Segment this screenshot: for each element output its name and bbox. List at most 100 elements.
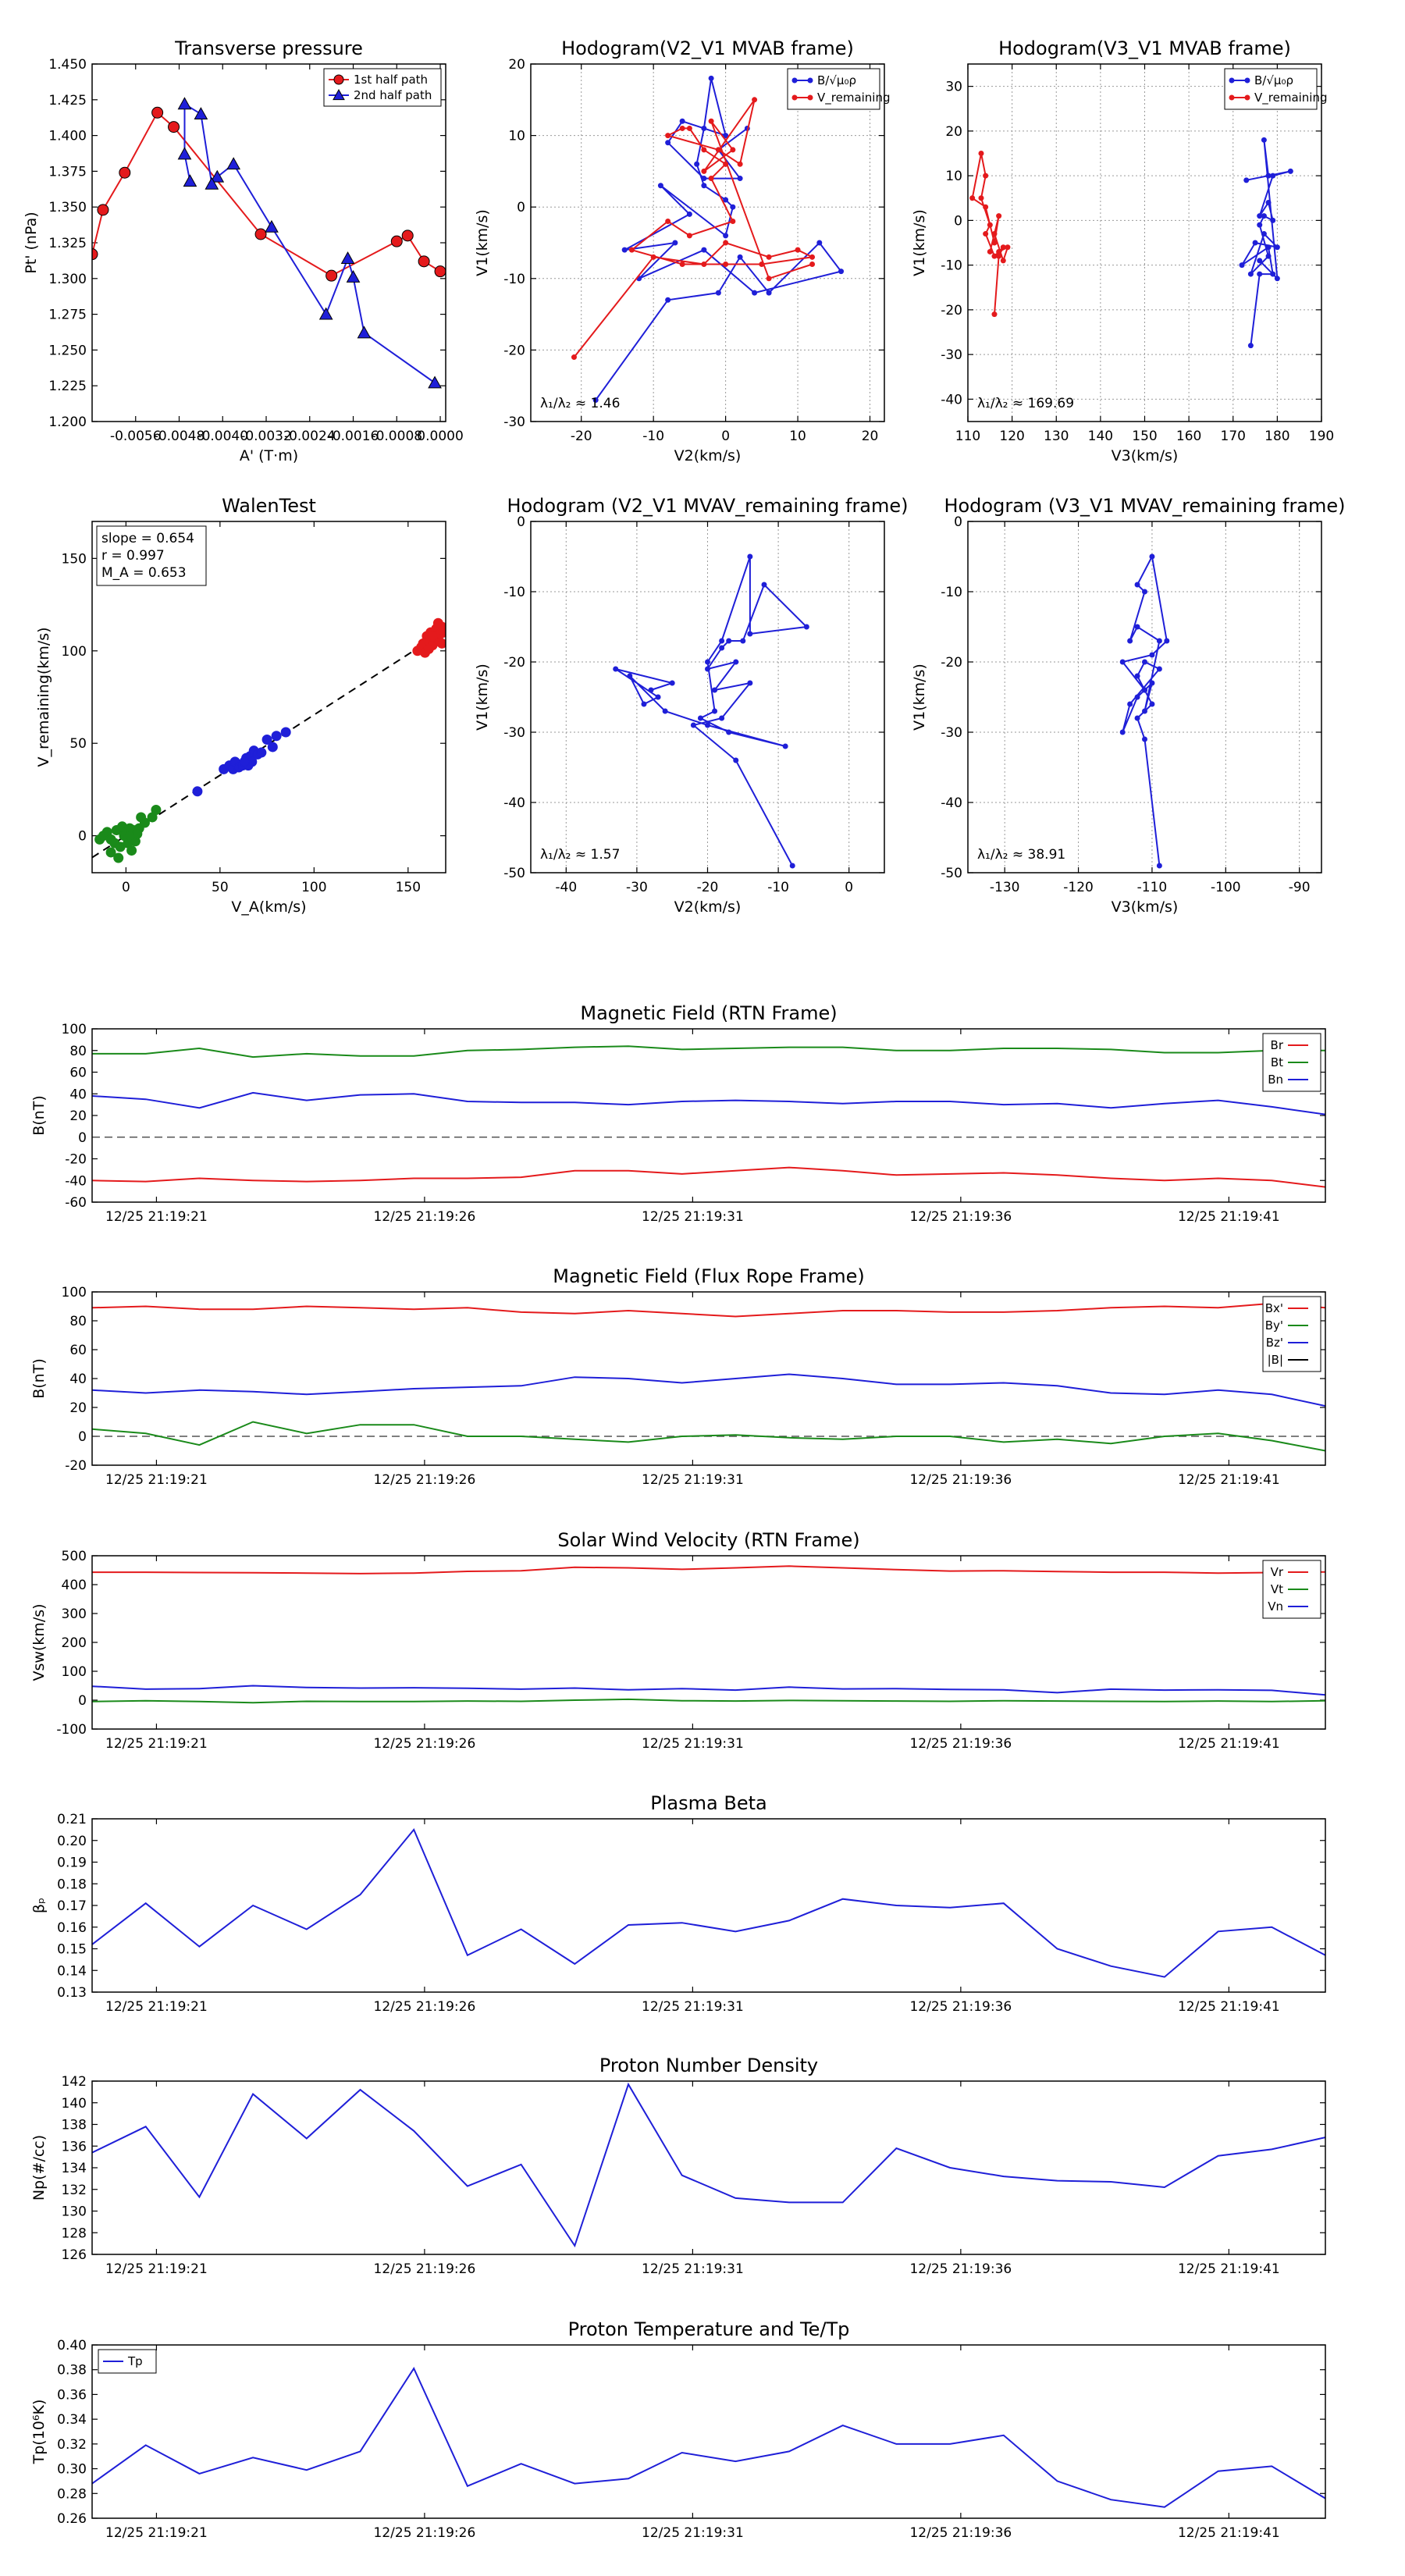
scatter-point	[261, 734, 272, 745]
x-axis-label: V2(km/s)	[674, 898, 742, 916]
y-tick-label: -100	[56, 1722, 87, 1738]
data-point	[723, 261, 729, 267]
data-point	[752, 97, 758, 103]
eigen-ratio-annotation: λ₁/λ₂ ≈ 1.57	[540, 847, 620, 863]
y-tick-label: 100	[62, 1022, 87, 1037]
x-tick-label: 12/25 21:19:31	[642, 1209, 744, 1225]
x-tick-label: 12/25 21:19:21	[105, 2525, 208, 2541]
data-point	[987, 222, 993, 228]
y-tick-label: 0.28	[57, 2486, 87, 2502]
data-point	[730, 219, 736, 225]
plot-frame	[91, 2344, 1326, 2519]
x-tick-label: -20	[697, 880, 719, 895]
data-point	[340, 251, 355, 265]
data-point	[390, 235, 403, 247]
data-point	[97, 204, 109, 216]
data-point	[809, 261, 816, 267]
y-tick-label: 136	[62, 2139, 87, 2154]
data-point	[708, 75, 714, 81]
y-tick-label: -40	[65, 1173, 87, 1189]
y-tick-label: 60	[69, 1343, 87, 1358]
x-tick-label: 0.0000	[417, 429, 463, 444]
data-point	[719, 715, 725, 721]
legend-frame	[1224, 68, 1318, 110]
x-tick-label: 120	[999, 429, 1024, 444]
data-point	[816, 240, 823, 246]
scatter-point	[267, 742, 278, 753]
y-axis-label: βₚ	[30, 1898, 48, 1913]
y-tick-label: 500	[62, 1549, 87, 1564]
data-point	[747, 631, 753, 637]
x-tick-label: 170	[1221, 429, 1246, 444]
data-point	[686, 125, 692, 131]
y-tick-label: 60	[69, 1066, 87, 1081]
y-tick-label: 300	[62, 1606, 87, 1622]
y-tick-label: -40	[941, 795, 962, 811]
y-tick-label: 0	[78, 829, 87, 845]
x-tick-label: 180	[1264, 429, 1289, 444]
plot-frame	[91, 63, 446, 422]
eigen-ratio-annotation: λ₁/λ₂ ≈ 38.91	[977, 847, 1065, 863]
data-area	[613, 553, 809, 869]
y-axis-label: Pt' (nPa)	[23, 212, 40, 273]
x-axis-label: V2(km/s)	[674, 447, 742, 464]
data-point	[838, 269, 845, 275]
data-point	[621, 247, 628, 253]
data-point	[1265, 253, 1272, 259]
panel-mag_fr: Magnetic Field (Flux Rope Frame) -20 0 20 40…	[30, 1265, 1326, 1488]
data-point	[650, 254, 656, 260]
data-point	[719, 638, 725, 644]
x-tick-label: 12/25 21:19:36	[909, 1472, 1012, 1488]
data-point	[752, 290, 758, 296]
data-point	[119, 166, 131, 179]
data-point	[694, 161, 700, 167]
data-point	[1156, 638, 1162, 644]
x-axis-label: V3(km/s)	[1112, 447, 1179, 464]
y-tick-label: 80	[69, 1044, 87, 1059]
x-tick-label: 12/25 21:19:21	[105, 2261, 208, 2277]
panel-tp: Proton Temperature and Te/Tp 0.26 0.28 0.30…	[30, 2318, 1326, 2541]
series-line-beta	[92, 1827, 1325, 1978]
data-point	[723, 240, 729, 246]
data-point	[740, 638, 746, 644]
y-tick-label: 128	[62, 2226, 87, 2241]
y-tick-label: 1.425	[48, 93, 87, 109]
data-point	[226, 157, 241, 170]
y-tick-label: 0	[517, 200, 525, 215]
legend-marker	[333, 74, 344, 85]
legend-marker	[1244, 77, 1250, 84]
panel-walen: WalenTest 0 50 100 150 0 50 100 150 V_A(km/s) V_re…	[35, 495, 446, 916]
plot-frame	[91, 521, 446, 873]
series-line-Br	[92, 1166, 1325, 1188]
y-tick-label: 1.275	[48, 308, 87, 323]
data-point	[712, 708, 718, 714]
data-point	[613, 666, 619, 672]
series-line-Bt	[92, 1045, 1325, 1059]
x-axis-label: A' (T·m)	[240, 447, 298, 464]
legend-marker	[807, 94, 813, 101]
x-tick-label: 12/25 21:19:36	[909, 1736, 1012, 1752]
y-tick-label: 140	[62, 2096, 87, 2112]
x-tick-label: 150	[396, 880, 421, 895]
y-tick-label: 1.300	[48, 272, 87, 287]
y-tick-label: 0.20	[57, 1834, 87, 1849]
plot-frame	[91, 1028, 1326, 1203]
x-tick-label: 12/25 21:19:36	[909, 1999, 1012, 2015]
x-tick-label: 0	[721, 429, 730, 444]
panel-hodo3: Hodogram (V2_V1 MVAV_remaining frame) -50…	[474, 495, 909, 916]
legend: Vr Vt Vn	[1262, 1560, 1321, 1619]
series-line-B	[595, 78, 843, 401]
data-point	[418, 255, 430, 268]
x-tick-label: 12/25 21:19:41	[1178, 1472, 1280, 1488]
data-point	[1274, 276, 1280, 282]
data-area	[92, 1827, 1325, 1978]
y-tick-label: 1.250	[48, 343, 87, 358]
legend-label: Tp	[127, 2354, 143, 2368]
data-point	[210, 169, 225, 183]
data-area	[92, 2367, 1325, 2508]
legend-label: 1st half path	[354, 73, 428, 87]
data-point	[679, 118, 685, 124]
scatter-point	[192, 786, 203, 797]
x-tick-label: 50	[212, 880, 229, 895]
